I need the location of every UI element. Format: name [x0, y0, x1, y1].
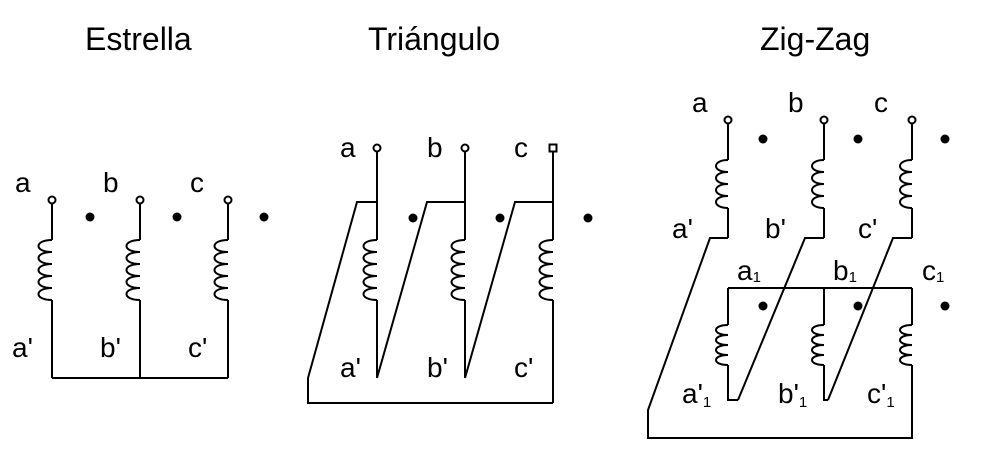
triangulo-label-c: c	[514, 132, 528, 163]
zigzag-label-c1-prime: c'1	[867, 378, 895, 411]
triangulo-link-b-to-c	[464, 201, 553, 379]
estrella-polarity-dot-a	[85, 212, 95, 222]
estrella-label-a: a	[15, 167, 31, 198]
zigzag-label-b1-prime: b'1	[778, 378, 807, 411]
estrella-diagram: Estrella a b c a' b' c'	[12, 21, 269, 379]
zigzag-upper-coil-b	[811, 159, 825, 209]
triangulo-link-a-to-b	[376, 201, 465, 379]
zigzag-label-b: b	[788, 87, 804, 118]
zigzag-label-c: c	[874, 87, 888, 118]
zigzag-lower-dot-a	[758, 301, 768, 311]
zigzag-upper-dot-b	[853, 134, 863, 144]
zigzag-upper-coil-c	[899, 159, 913, 209]
zigzag-lower-coil-a	[715, 324, 729, 366]
estrella-coil-c	[213, 239, 229, 301]
zigzag-label-b1: b1	[833, 255, 857, 286]
triangulo-polarity-dot-c	[583, 213, 593, 223]
estrella-label-b: b	[103, 167, 119, 198]
triangulo-title: Triángulo	[368, 21, 500, 57]
triangulo-coil-c	[538, 239, 554, 301]
estrella-label-c: c	[190, 167, 204, 198]
estrella-coil-a	[37, 239, 53, 301]
zigzag-diagram: Zig-Zag a b c a' b' c' a1 b1 c1 a'1 b'1 …	[647, 21, 950, 439]
zigzag-label-a1-prime: a'1	[682, 378, 711, 411]
zigzag-lower-a-wire	[727, 288, 738, 401]
triangulo-terminal-a	[372, 143, 382, 153]
estrella-label-a-prime: a'	[12, 332, 33, 363]
estrella-coil-b	[125, 239, 141, 301]
estrella-terminal-b	[135, 195, 145, 205]
triangulo-link-c-to-a	[307, 201, 553, 404]
triangulo-terminal-b	[460, 143, 470, 153]
zigzag-cross-c	[827, 237, 912, 401]
triangulo-label-c-prime: c'	[514, 352, 533, 383]
zigzag-label-a-prime: a'	[672, 213, 693, 244]
estrella-terminal-c	[223, 195, 233, 205]
zigzag-terminal-b	[819, 115, 829, 125]
zigzag-lower-dot-b	[853, 301, 863, 311]
triangulo-label-b: b	[427, 132, 443, 163]
zigzag-cross-b	[737, 237, 824, 401]
zigzag-label-a: a	[692, 87, 708, 118]
zigzag-label-c1: c1	[922, 255, 944, 286]
triangulo-label-a-prime: a'	[340, 352, 361, 383]
zigzag-title: Zig-Zag	[760, 21, 870, 57]
estrella-polarity-dot-b	[172, 212, 182, 222]
triangulo-diagram: Triángulo a b c a' b' c'	[307, 21, 593, 404]
zigzag-cross-a	[647, 237, 913, 439]
zigzag-lower-b-wire	[823, 288, 828, 401]
triangulo-polarity-dot-b	[495, 213, 505, 223]
triangulo-coil-b	[450, 239, 466, 301]
zigzag-lower-dot-c	[940, 301, 950, 311]
triangulo-coil-a	[362, 239, 378, 301]
zigzag-label-b-prime: b'	[765, 213, 786, 244]
triangulo-label-a: a	[340, 132, 356, 163]
zigzag-label-c-prime: c'	[858, 213, 877, 244]
estrella-title: Estrella	[85, 21, 192, 57]
zigzag-terminal-a	[723, 115, 733, 125]
zigzag-upper-dot-c	[940, 134, 950, 144]
triangulo-label-b-prime: b'	[427, 352, 448, 383]
estrella-terminal-a	[47, 195, 57, 205]
zigzag-upper-coil-a	[715, 159, 729, 209]
triangulo-terminal-c	[548, 143, 558, 153]
estrella-polarity-dot-c	[259, 212, 269, 222]
estrella-label-c-prime: c'	[188, 332, 207, 363]
zigzag-lower-coil-c	[899, 324, 913, 366]
zigzag-lower-coil-b	[811, 324, 825, 366]
zigzag-label-a1: a1	[737, 255, 761, 286]
zigzag-upper-dot-a	[758, 134, 768, 144]
estrella-label-b-prime: b'	[100, 332, 121, 363]
zigzag-terminal-c	[907, 115, 917, 125]
triangulo-polarity-dot-a	[408, 213, 418, 223]
